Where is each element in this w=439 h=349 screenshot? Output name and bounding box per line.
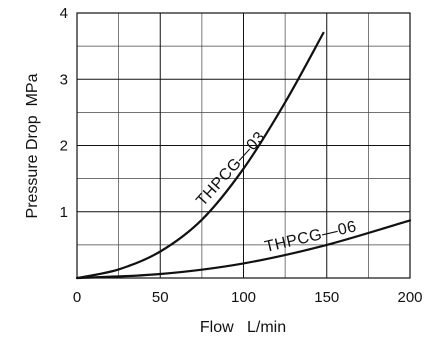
x-tick-labels: 0 50 100 150 200 [73,289,423,306]
y-tick-label: 4 [60,5,68,22]
y-axis-title: Pressure Drop MPa [24,73,41,218]
x-tick-label: 150 [314,289,339,306]
major-grid [77,13,410,278]
series-line-0 [75,31,325,280]
x-tick-label: 0 [73,289,81,306]
y-tick-label: 2 [60,138,68,155]
y-tick-labels: 1 2 3 4 [60,5,68,221]
series-lines [75,31,412,280]
x-tick-label: 50 [152,289,169,306]
x-tick-label: 200 [397,289,422,306]
y-tick-label: 1 [60,204,68,221]
x-axis-title: Flow L/min [200,319,286,336]
series-label-thpcg-06: THPCG—06 [263,218,358,256]
x-tick-label: 100 [231,289,256,306]
series-label-thpcg-03: THPCG—03 [193,129,268,210]
series-line-1 [75,219,412,280]
y-tick-label: 3 [60,71,68,88]
plot-frame [76,12,411,279]
